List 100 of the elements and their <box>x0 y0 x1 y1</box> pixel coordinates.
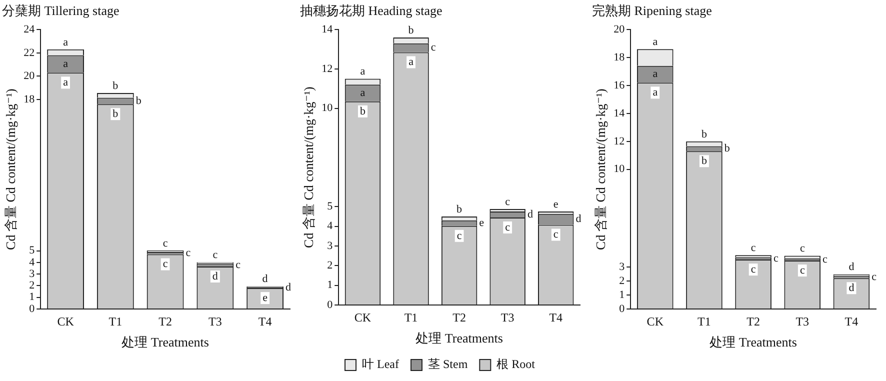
data-label: a <box>63 76 68 89</box>
data-label: d <box>212 270 218 282</box>
y-tick-label: 1 <box>29 291 35 304</box>
y-tick-label: 16 <box>614 79 626 92</box>
data-label: a <box>652 86 658 99</box>
y-tick-label: 4 <box>327 220 334 232</box>
data-label: c <box>430 42 436 54</box>
chart-title: 抽穗扬花期 Heading stage <box>300 3 442 18</box>
data-label: b <box>112 108 119 120</box>
data-label: d <box>527 208 534 220</box>
y-tick-label: 18 <box>614 51 626 64</box>
y-tick-label: 3 <box>619 260 626 273</box>
y-tick-label: 1 <box>327 279 333 292</box>
y-tick-label: 2 <box>29 280 35 292</box>
data-label: c <box>456 230 462 242</box>
x-axis-title: 处理 Treatments <box>710 334 797 350</box>
x-tick-label: T3 <box>208 314 222 328</box>
y-tick-label: 20 <box>614 23 626 36</box>
data-label: b <box>408 24 414 36</box>
data-label: c <box>800 264 805 276</box>
data-label: c <box>750 242 756 254</box>
data-label: d <box>262 273 268 286</box>
data-label: a <box>408 56 414 68</box>
data-label: c <box>750 263 756 276</box>
data-label: c <box>505 221 510 234</box>
data-label: b <box>360 105 366 118</box>
data-label: d <box>848 261 855 274</box>
y-tick-label: 5 <box>327 200 334 213</box>
legend-label: 根 Root <box>496 357 536 372</box>
data-label: a <box>63 36 68 48</box>
y-tick-label: 14 <box>614 107 626 120</box>
data-label: b <box>112 80 119 92</box>
y-tick-label: 5 <box>29 244 36 257</box>
x-tick-label: T2 <box>746 314 760 328</box>
data-label: e <box>553 198 558 210</box>
data-label: b <box>701 128 708 140</box>
data-label: d <box>576 213 582 226</box>
data-label: c <box>505 196 510 208</box>
data-label: a <box>360 86 366 99</box>
y-tick-label: 20 <box>24 70 36 82</box>
x-tick-label: T1 <box>108 314 122 328</box>
y-tick-label: 12 <box>614 135 625 148</box>
y-tick-label: 3 <box>327 240 334 252</box>
x-tick-label: T2 <box>452 310 466 324</box>
y-tick-label: 4 <box>29 256 36 268</box>
x-tick-label: T3 <box>796 314 810 328</box>
data-label: b <box>456 203 463 216</box>
y-axis-title: Cd 含量 Cd content/(mg·kg⁻¹) <box>3 88 18 250</box>
data-label: c <box>186 247 191 260</box>
y-tick-label: 2 <box>327 260 333 272</box>
x-axis-title: 处理 Treatments <box>416 330 503 346</box>
data-label: d <box>848 282 855 294</box>
y-tick-label: 0 <box>619 302 626 315</box>
x-tick-label: CK <box>354 310 372 324</box>
data-label: a <box>63 58 68 70</box>
y-tick-label: 24 <box>24 23 36 36</box>
y-tick-label: 18 <box>24 93 36 106</box>
x-tick-label: CK <box>646 314 664 328</box>
data-label: c <box>162 237 168 250</box>
chart-title: 完熟期 Ripening stage <box>592 3 712 18</box>
y-tick-label: 10 <box>322 102 334 114</box>
x-tick-label: T3 <box>500 310 514 324</box>
y-tick-label: 0 <box>327 298 334 311</box>
x-tick-label: CK <box>57 314 74 328</box>
data-label: a <box>360 66 366 78</box>
y-tick-label: 12 <box>322 62 333 75</box>
data-label: c <box>773 252 778 264</box>
data-label: d <box>286 281 292 294</box>
data-label: c <box>553 228 558 241</box>
data-label: c <box>872 270 877 283</box>
y-tick-label: 14 <box>322 23 334 36</box>
y-tick-label: 0 <box>29 302 36 315</box>
x-axis-title: 处理 Treatments <box>122 334 209 350</box>
x-tick-label: T1 <box>698 314 711 328</box>
data-label: a <box>652 68 658 80</box>
y-tick-label: 10 <box>614 163 626 176</box>
y-tick-label: 3 <box>29 268 36 280</box>
legend-label: 叶 Leaf <box>362 357 399 372</box>
y-tick-label: 1 <box>619 288 625 301</box>
y-axis-title: Cd 含量 Cd content/(mg·kg⁻¹) <box>593 88 608 250</box>
data-label: e <box>479 217 484 230</box>
data-label: c <box>800 242 805 255</box>
x-tick-label: T4 <box>258 314 272 328</box>
y-tick-label: 2 <box>619 274 625 287</box>
data-label: c <box>162 258 168 270</box>
data-label: b <box>724 142 730 155</box>
data-label: b <box>136 94 142 107</box>
data-label: a <box>652 36 658 48</box>
chart-title: 分蘖期 Tillering stage <box>2 3 120 18</box>
data-label: c <box>236 258 241 271</box>
x-tick-label: T1 <box>404 310 418 324</box>
data-label: e <box>262 292 268 304</box>
data-label: b <box>701 155 708 168</box>
legend-label: 茎 Stem <box>428 357 468 372</box>
data-label: c <box>212 249 218 262</box>
y-tick-label: 22 <box>24 46 35 59</box>
y-axis-title: Cd 含量 Cd content/(mg·kg⁻¹) <box>301 86 316 248</box>
x-tick-label: T2 <box>158 314 172 328</box>
data-label: c <box>822 253 828 266</box>
x-tick-label: T4 <box>549 310 563 324</box>
